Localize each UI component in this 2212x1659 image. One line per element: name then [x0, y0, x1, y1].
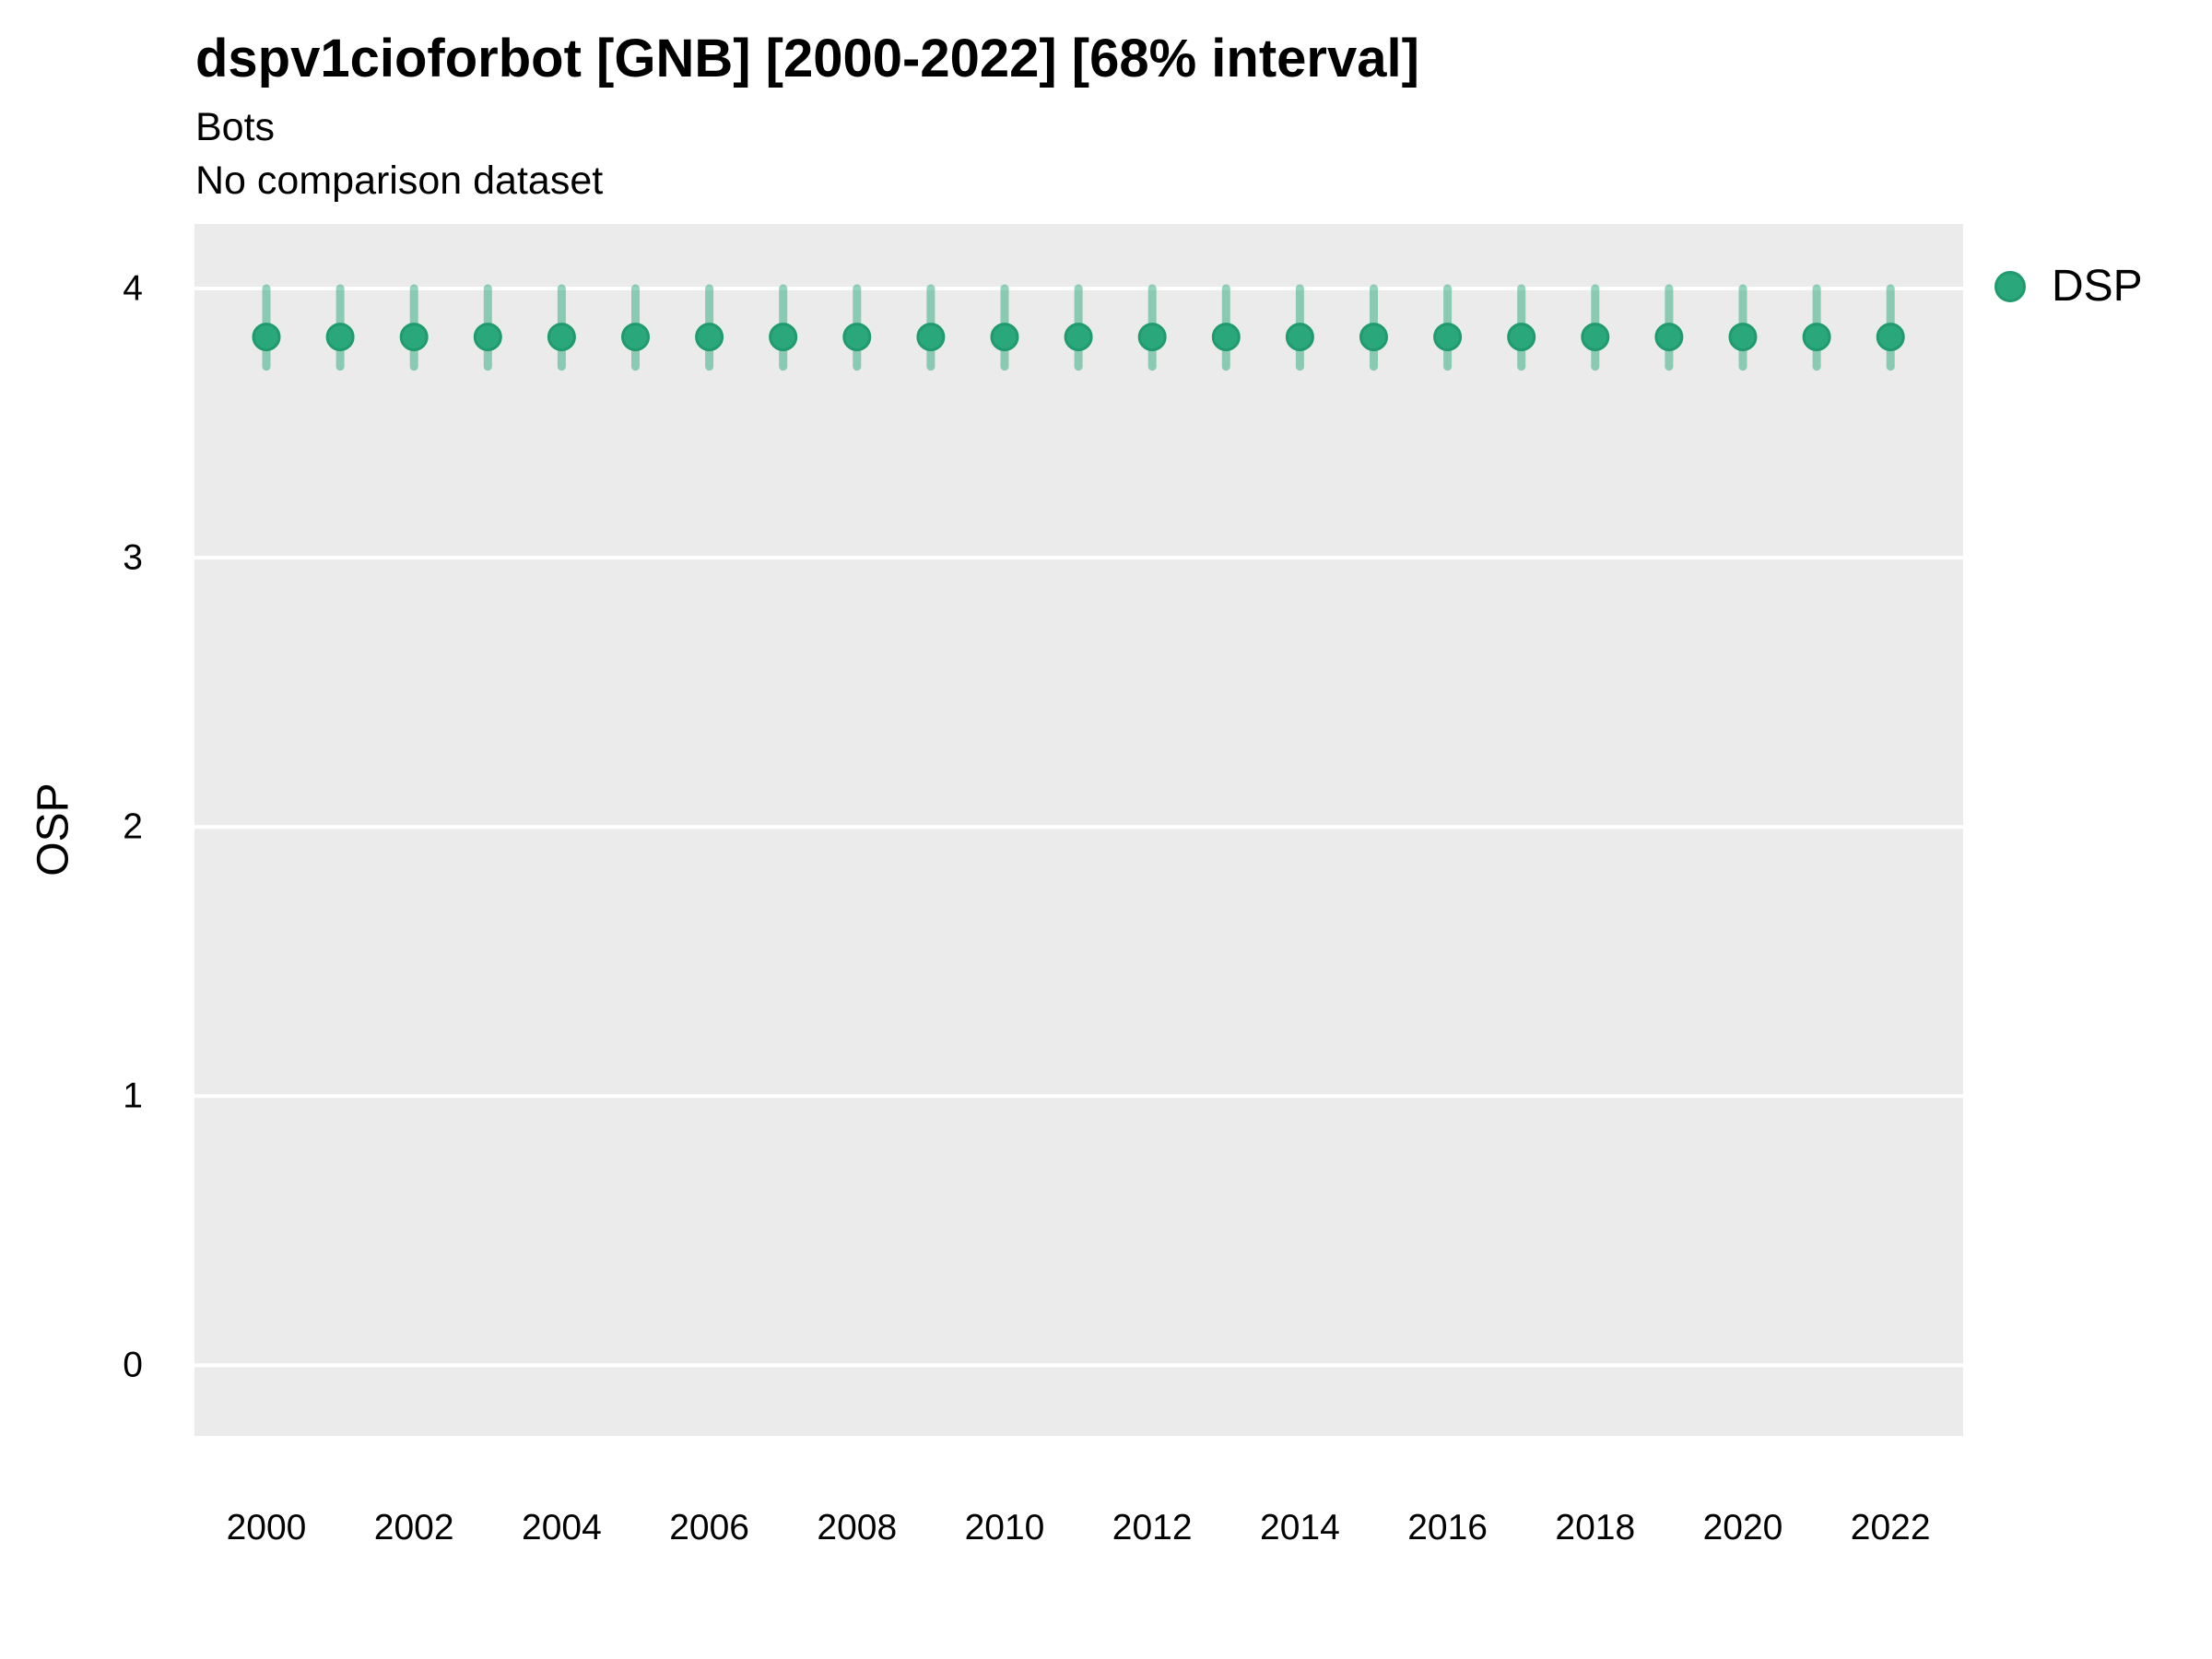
legend-item-dsp: DSP: [1994, 261, 2143, 312]
data-point-marker: [1507, 323, 1536, 352]
y-tick-label: 0: [123, 1345, 143, 1385]
data-point-marker: [990, 323, 1019, 352]
data-point-marker: [325, 323, 355, 352]
data-point-marker: [1654, 323, 1684, 352]
x-tick-label: 2010: [964, 1508, 1045, 1547]
data-point-marker: [1581, 323, 1610, 352]
panel-background: [194, 224, 1963, 1436]
data-point-marker: [1285, 323, 1314, 352]
data-point-marker: [399, 323, 429, 352]
data-point-marker: [842, 323, 872, 352]
chart-panel: [194, 224, 1963, 1436]
data-point-marker: [1876, 323, 1905, 352]
data-point-marker: [1802, 323, 1831, 352]
data-point-marker: [769, 323, 798, 352]
x-tick-label: 2018: [1555, 1508, 1636, 1547]
x-tick-label: 2004: [522, 1508, 602, 1547]
y-tick-label: 3: [123, 537, 143, 578]
data-point-marker: [1433, 323, 1463, 352]
legend-dot-icon: [1994, 270, 2026, 302]
data-point-marker: [473, 323, 502, 352]
y-tick-label: 1: [123, 1076, 143, 1116]
y-tick-label: 2: [123, 806, 143, 847]
data-point-marker: [1359, 323, 1388, 352]
x-tick-label: 2022: [1850, 1508, 1931, 1547]
data-point-marker: [252, 323, 281, 352]
data-point-marker: [547, 323, 576, 352]
data-point-marker: [1137, 323, 1167, 352]
data-point-marker: [621, 323, 650, 352]
x-tick-label: 2008: [817, 1508, 898, 1547]
x-tick-label: 2014: [1260, 1508, 1340, 1547]
x-tick-label: 2020: [1702, 1508, 1783, 1547]
x-tick-label: 2012: [1112, 1508, 1193, 1547]
x-tick-label: 2006: [669, 1508, 749, 1547]
x-tick-label: 2000: [226, 1508, 307, 1547]
x-tick-label: 2002: [373, 1508, 454, 1547]
data-point-marker: [1728, 323, 1758, 352]
legend: DSP: [1994, 261, 2143, 312]
page-title: dspv1cioforbot [GNB] [2000-2022] [68% in…: [195, 29, 1419, 88]
legend-item-label: DSP: [2052, 262, 2143, 311]
y-tick-label: 4: [123, 268, 143, 309]
data-point-marker: [1064, 323, 1093, 352]
x-tick-label: 2016: [1407, 1508, 1488, 1547]
data-point-marker: [916, 323, 946, 352]
data-point-marker: [695, 323, 724, 352]
data-point-marker: [1211, 323, 1241, 352]
comparison-note: No comparison dataset: [195, 159, 604, 203]
chart-subtitle: Bots: [195, 105, 276, 149]
